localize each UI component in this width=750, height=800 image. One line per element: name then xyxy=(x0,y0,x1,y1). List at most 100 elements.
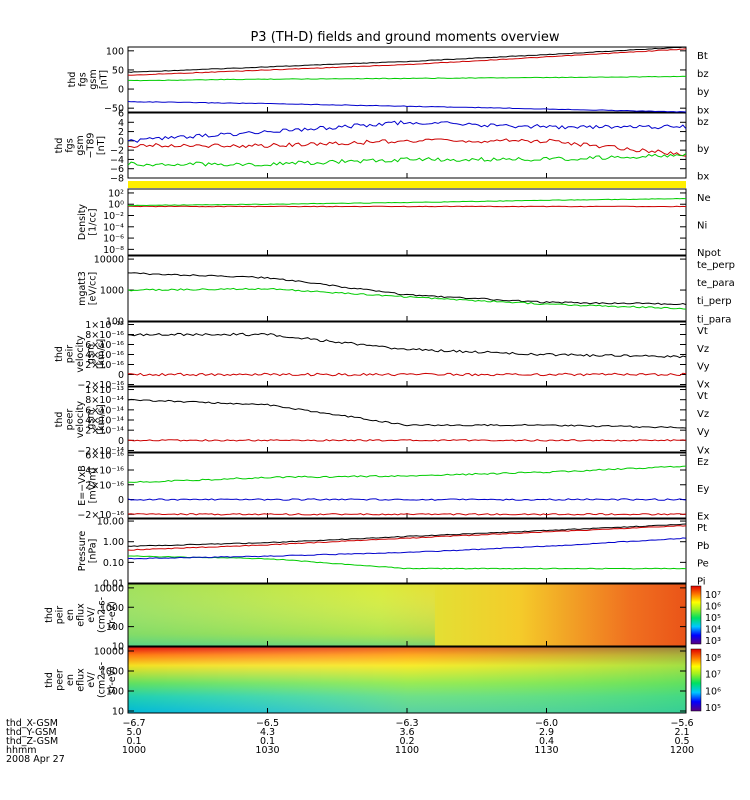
y-axis-label-line: eV/ xyxy=(86,671,97,687)
legend-entry: bx xyxy=(697,105,709,116)
series-ez xyxy=(127,513,687,516)
legend-entry: Pb xyxy=(697,541,709,552)
legend-entry: Vx xyxy=(697,445,710,456)
y-tick-label: 10.00 xyxy=(97,517,124,528)
y-tick-label: 2×10⁻¹⁴ xyxy=(85,426,124,437)
series-bx xyxy=(127,101,687,113)
colorbar-tick-label: 10⁶ xyxy=(705,686,721,697)
series-by xyxy=(128,75,687,82)
colorbar-tick-label: 10⁷ xyxy=(705,590,721,601)
y-axis-label-line: [mV/m] xyxy=(88,468,99,504)
y-axis-label-line: peer xyxy=(65,409,76,431)
panel-evel: 1×10⁻¹³8×10⁻¹⁴6×10⁻¹⁴4×10⁻¹⁴2×10⁻¹⁴0−2×1… xyxy=(54,385,710,457)
electron-spectrogram-shade xyxy=(128,647,686,713)
x-axis-value: 1000 xyxy=(122,745,146,756)
y-axis-label-line: thd xyxy=(44,672,55,688)
y-axis-label-line: thd xyxy=(44,607,55,623)
y-tick-label: 10000 xyxy=(94,583,124,594)
x-axis-row-label: 2008 Apr 27 xyxy=(6,754,65,765)
y-axis-label-line: [nT] xyxy=(96,136,107,155)
x-axis-value: 0.4 xyxy=(539,736,554,747)
legend-entry: by xyxy=(697,144,709,155)
legend-entry: te_perp xyxy=(697,260,735,271)
y-tick-label: −2×10⁻¹⁴ xyxy=(77,446,124,457)
colorbar-tick-label: 10⁴ xyxy=(705,625,721,636)
y-tick-label: 4×10⁻¹⁶ xyxy=(85,350,124,361)
y-axis-label-line: gsm xyxy=(75,135,86,155)
series-bz xyxy=(127,48,687,76)
y-tick-label: −2 xyxy=(110,146,124,157)
y-axis-label-line: thd xyxy=(54,412,65,428)
y-tick-label: 8×10⁻¹⁶ xyxy=(85,330,124,341)
x-axis-row-label: hhmm xyxy=(6,745,37,756)
x-axis-value: −6.3 xyxy=(395,718,418,729)
y-axis-label-line: E=−VxB xyxy=(77,465,88,506)
y-tick-label: 10000 xyxy=(94,255,124,266)
legend-entry: Ni xyxy=(697,221,707,232)
y-tick-label: 1000 xyxy=(100,603,124,614)
x-axis-value: 5.0 xyxy=(126,727,141,738)
y-axis-label-line: velocity xyxy=(75,335,86,373)
y-tick-label: 100 xyxy=(106,317,124,328)
panel-espec: 10000 1000 100 10 thd peer en eflux eV/(cm2-s-sr… xyxy=(44,646,721,718)
y-tick-label: −4 xyxy=(110,155,124,166)
x-axis-value: 1100 xyxy=(395,745,419,756)
y-axis-label-line: sr-eV) xyxy=(107,601,118,629)
legend-entry: Npot xyxy=(697,248,721,259)
y-axis-label-line: [km/s] xyxy=(96,404,107,434)
x-axis-value: −6.0 xyxy=(535,718,558,729)
colorbar-tick-label: 10⁵ xyxy=(705,613,721,624)
colorbar-tick-label: 10⁷ xyxy=(705,670,721,681)
y-tick-label: 10⁻² xyxy=(103,211,124,222)
legend-entry: te_para xyxy=(697,278,735,289)
series-vt xyxy=(127,398,687,429)
colorbar xyxy=(690,648,702,712)
y-axis-label-line: [nT] xyxy=(99,70,110,89)
y-tick-label: 2×10⁻¹⁶ xyxy=(85,360,124,371)
panel-ivel: 1×10⁻¹⁵8×10⁻¹⁶6×10⁻¹⁶4×10⁻¹⁶2×10⁻¹⁶0−2×1… xyxy=(54,320,710,391)
y-axis-label-line: sr-eV) xyxy=(107,666,118,694)
x-axis-value: 1030 xyxy=(255,745,279,756)
y-axis-label-line: gsm xyxy=(86,409,97,429)
x-axis-row-label: thd_X-GSM xyxy=(6,718,58,729)
legend-entry: ti_para xyxy=(697,314,731,325)
panel-ispec: 10000 1000 100 10 thd peir en eflux eV/(cm2-s-sr… xyxy=(44,583,721,652)
panel-frame xyxy=(127,452,687,519)
y-tick-label: 10⁻⁶ xyxy=(103,234,124,245)
y-tick-label: 6×10⁻¹⁶ xyxy=(85,451,124,462)
y-tick-label: 1000 xyxy=(100,286,124,297)
y-tick-label: 8×10⁻¹⁴ xyxy=(85,395,124,406)
y-axis-label-line: en xyxy=(65,674,76,686)
x-axis-value: 0.1 xyxy=(260,736,275,747)
legend-entry: Vy xyxy=(697,427,710,438)
y-axis-label-line: −T89 xyxy=(86,133,97,159)
y-axis-label-line: Density xyxy=(77,204,88,240)
series-pt xyxy=(127,523,687,547)
y-axis-label-line: Pressure xyxy=(77,531,88,572)
y-tick-label: −50 xyxy=(104,104,124,115)
y-tick-label: 10000 xyxy=(94,647,124,658)
colorbar-tick-label: 10⁶ xyxy=(705,602,721,613)
x-axis-value: 3.6 xyxy=(399,727,414,738)
y-axis-label-line: thd xyxy=(54,138,65,154)
y-axis-label-line: (cm2-s- xyxy=(97,597,108,633)
colorbar-tick-label: 10⁸ xyxy=(705,653,721,664)
y-tick-label: 0 xyxy=(118,85,124,96)
panel-frame xyxy=(127,386,687,453)
panel-frame xyxy=(127,321,687,387)
colorbar xyxy=(690,585,702,645)
y-tick-label: 4×10⁻¹⁴ xyxy=(85,416,124,427)
series-ne xyxy=(128,205,687,208)
series-vz xyxy=(128,372,687,377)
y-tick-label: −2×10⁻¹⁶ xyxy=(77,510,124,521)
y-axis-label-line: fgs xyxy=(65,138,76,152)
colorbar-tick-label: 10³ xyxy=(705,636,721,647)
series-pb xyxy=(127,525,687,551)
legend-entry: Pe xyxy=(697,559,709,570)
legend-entry: Pt xyxy=(697,523,707,534)
panel-frame xyxy=(127,518,687,584)
series-bx xyxy=(127,120,687,143)
y-tick-label: 2×10⁻¹⁶ xyxy=(85,480,124,491)
y-axis-label-line: [1/cc] xyxy=(88,208,99,235)
